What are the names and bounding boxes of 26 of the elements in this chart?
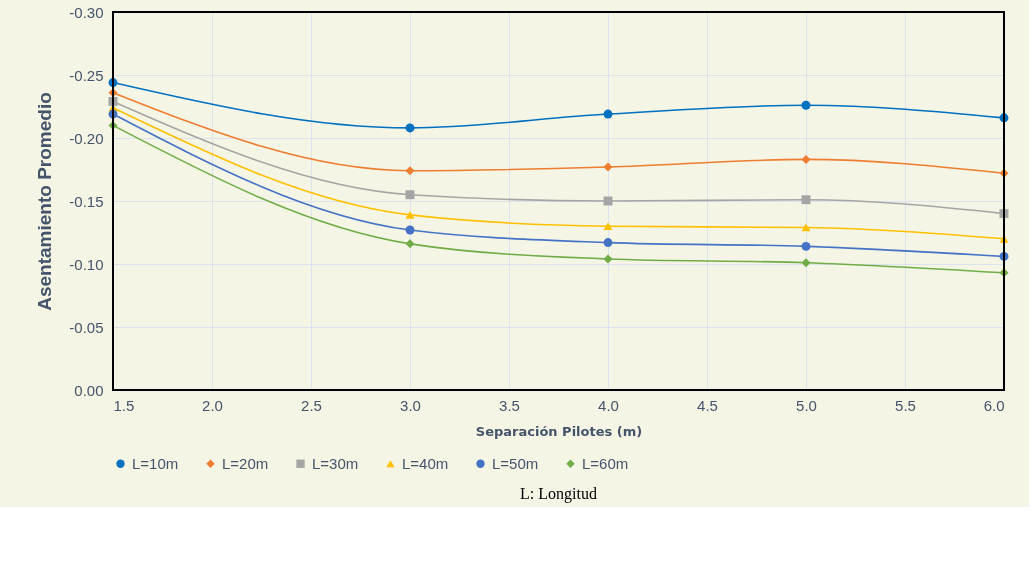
text: L: Longitud: [520, 485, 597, 503]
x-axis-title: Separación Pilotes (m): [475, 423, 643, 439]
y-axis-title: Asentamiento Promedio: [34, 92, 56, 311]
y-tick-label: -0.05: [69, 318, 104, 336]
y-tick-label: -0.15: [69, 192, 104, 210]
legend-label: L=50m: [492, 454, 539, 472]
x-tick-label: 3.0: [400, 396, 421, 414]
x-tick-label: 2.5: [301, 396, 322, 414]
y-tick-label: -0.10: [69, 255, 104, 273]
y-tick-label: -0.30: [69, 3, 104, 21]
y-tick-label: 0.00: [74, 381, 104, 399]
x-tick-label: 3.5: [499, 396, 520, 414]
legend-label: L=10m: [132, 454, 179, 472]
legend-label: L=40m: [402, 454, 449, 472]
legend-label: L=60m: [582, 454, 629, 472]
x-tick-label: 6.0: [983, 396, 1005, 414]
x-tick-label: 5.0: [796, 396, 817, 414]
legend-label: L=30m: [312, 454, 359, 472]
x-tick-label: 4.0: [598, 396, 619, 414]
x-tick-label: 1.5: [113, 396, 135, 414]
x-tick-label: 4.5: [697, 396, 718, 414]
x-tick-label: 5.5: [895, 396, 916, 414]
legend-label: L=20m: [222, 454, 269, 472]
y-tick-label: -0.20: [69, 129, 104, 147]
y-tick-label: -0.25: [69, 66, 104, 84]
x-tick-label: 2.0: [202, 396, 223, 414]
